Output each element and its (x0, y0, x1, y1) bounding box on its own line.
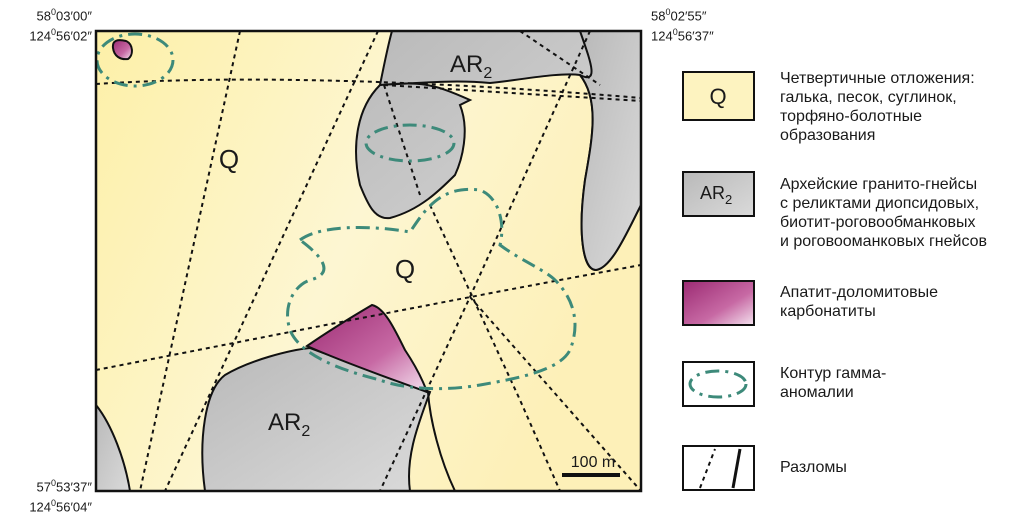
coord-bottom-left: 57053′37″ 124056′04″ (29, 478, 92, 515)
legend-text-carbonatite: Апатит-доломитовые карбонатиты (780, 284, 938, 320)
map-frame (94, 29, 643, 493)
legend: Q AR2 (682, 71, 755, 491)
scale-bar-label: 100 m (571, 454, 615, 471)
legend-text-quaternary: Четвертичные отложения: галька, песок, с… (780, 70, 975, 144)
legend-fault-dashed (699, 448, 716, 489)
legend-swatch-faults (682, 445, 755, 491)
legend-symbol-ar2: AR2 (700, 183, 732, 207)
legend-swatch-carbonatite (682, 280, 755, 326)
scale-bar-line (562, 473, 620, 477)
coord-top-right: 58002′55″ 124056′37″ (651, 7, 714, 44)
map-label-ar2-top: AR2 (450, 51, 492, 82)
coord-top-left: 58003′00″ 124056′02″ (29, 7, 92, 44)
legend-text-archean: Архейские гранито-гнейсы с реликтами дио… (780, 176, 988, 250)
legend-symbol-q: Q (709, 84, 726, 109)
carbonatite-body-large (304, 303, 429, 394)
legend-swatch-quaternary (682, 71, 755, 121)
gamma-anomaly-contours (96, 32, 577, 391)
ar2-bottom-main (201, 346, 432, 491)
legend-swatch-gamma (682, 361, 755, 407)
legend-gamma-contour (688, 369, 748, 399)
legend-swatch-archean (682, 171, 755, 217)
map-label-ar2-bottom: AR2 (268, 409, 310, 440)
legend-fault-solid (731, 448, 742, 489)
legend-text-faults: Разломы (780, 459, 847, 476)
scale-bar: 100 m (562, 454, 620, 477)
map-label-q-center: Q (395, 254, 415, 284)
fault-lines (96, 31, 641, 491)
map-label-q-upper: Q (219, 144, 239, 174)
carbonatite-body-small (111, 39, 133, 61)
legend-text-gamma: Контур гамма- аномалии (780, 365, 887, 401)
ar2-right-strip (578, 31, 641, 272)
